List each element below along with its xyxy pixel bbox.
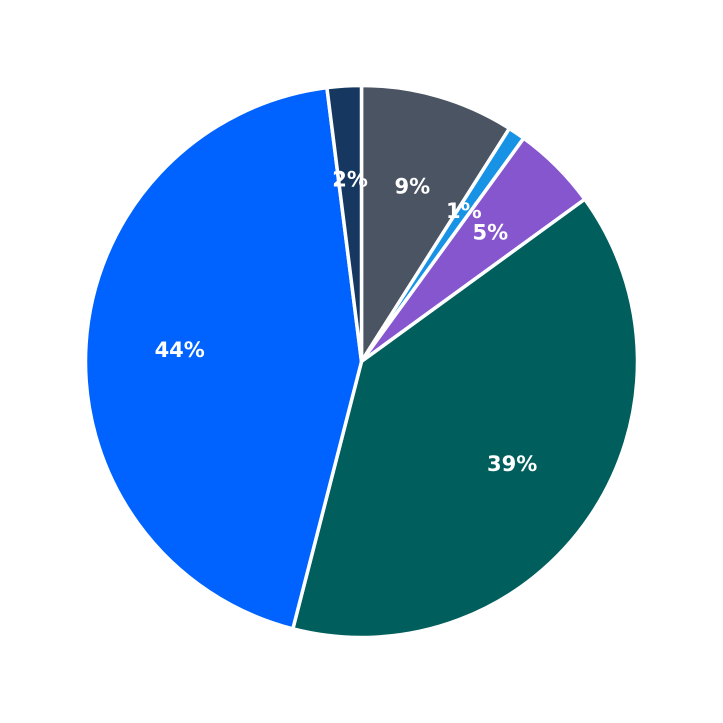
pie-slice-label-3: 39% xyxy=(487,452,537,476)
pie-slice-4 xyxy=(83,85,364,631)
pie-slices xyxy=(83,83,640,640)
pie-slice-3 xyxy=(291,197,640,640)
pie-slice-label-5: 2% xyxy=(332,168,368,192)
pie-slice-label-0: 9% xyxy=(394,175,430,199)
pie-slice-label-2: 5% xyxy=(472,221,508,245)
pie-slice-0 xyxy=(359,83,512,364)
pie-slice-label-4: 44% xyxy=(155,338,205,362)
pie-slice-label-1: 1% xyxy=(446,199,482,223)
pie-slice-5 xyxy=(325,83,364,364)
pie-labels: 9% 1%5% 39% 44% 2% xyxy=(155,168,538,476)
